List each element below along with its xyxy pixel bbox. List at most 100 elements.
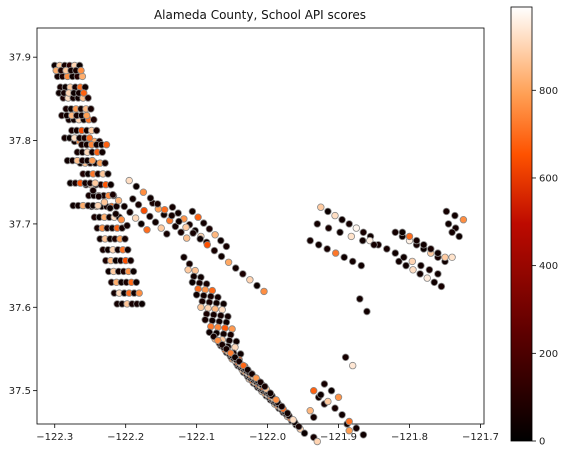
data-point (300, 429, 309, 437)
data-point (80, 89, 88, 97)
x-tick-label: −122.0 (249, 432, 286, 443)
data-point (201, 316, 209, 324)
data-point (198, 297, 206, 306)
data-point (225, 336, 233, 345)
data-point (332, 249, 340, 257)
data-point (341, 353, 350, 361)
data-point (124, 246, 132, 254)
data-point (331, 211, 339, 220)
data-point (184, 266, 192, 274)
data-point (92, 126, 101, 135)
data-point (359, 431, 368, 439)
data-point (405, 232, 414, 241)
data-point (107, 180, 115, 189)
data-point (126, 208, 134, 216)
data-point (317, 203, 325, 211)
data-point (163, 230, 171, 238)
data-point (101, 159, 109, 167)
data-point (283, 409, 292, 417)
data-point (340, 253, 348, 261)
data-point (338, 411, 346, 419)
data-point (363, 307, 371, 316)
data-point (425, 266, 434, 274)
data-point (217, 236, 225, 245)
colorbar-tick-label: 600 (539, 173, 558, 184)
data-point (102, 140, 111, 149)
data-point (126, 256, 135, 265)
data-point (190, 272, 198, 281)
data-point (88, 156, 96, 165)
data-point (345, 417, 353, 426)
data-point (317, 391, 325, 399)
data-point (78, 72, 87, 81)
data-point (151, 218, 160, 226)
data-point (135, 289, 143, 297)
data-point (203, 241, 211, 249)
scatter-points (51, 61, 468, 446)
data-point (395, 257, 403, 266)
data-point (331, 404, 339, 412)
data-point (202, 280, 211, 288)
data-point (310, 387, 318, 395)
data-point (266, 389, 275, 397)
data-point (239, 270, 247, 278)
data-point (129, 195, 137, 203)
data-point (180, 253, 188, 261)
data-point (188, 278, 197, 286)
data-point (400, 253, 408, 261)
data-point (334, 393, 343, 401)
data-point (391, 228, 399, 236)
data-point (324, 224, 333, 232)
y-axis: 37.5 37.6 37.7 37.8 37.9 (9, 53, 37, 397)
data-point (231, 264, 240, 272)
y-tick-label: 37.5 (9, 386, 31, 397)
data-point (132, 182, 140, 191)
data-point (112, 210, 120, 218)
x-tick-label: −121.9 (320, 432, 357, 443)
data-point (185, 260, 194, 268)
data-point (98, 148, 106, 156)
data-point (120, 202, 128, 211)
colorbar-tick-label: 200 (539, 349, 558, 360)
data-point (409, 266, 417, 274)
data-point (408, 257, 416, 266)
data-point (310, 413, 318, 421)
data-point (336, 228, 344, 236)
data-point (85, 134, 94, 142)
data-point (139, 188, 148, 196)
data-point (106, 204, 114, 212)
data-point (357, 261, 365, 270)
data-point (417, 261, 425, 270)
data-point (370, 241, 378, 249)
data-point (207, 292, 215, 301)
data-point (359, 236, 367, 245)
data-point (192, 291, 201, 299)
data-point (146, 194, 155, 202)
data-point (210, 246, 219, 255)
colorbar-tick-label: 0 (539, 437, 545, 448)
data-point (347, 232, 355, 241)
data-point (188, 207, 197, 216)
data-point (109, 190, 117, 199)
data-point (125, 176, 133, 185)
data-point (356, 295, 364, 303)
data-point (444, 220, 453, 228)
data-point (82, 111, 91, 120)
data-point (94, 192, 103, 201)
data-point (224, 258, 233, 266)
data-point (246, 276, 254, 284)
data-point (160, 205, 169, 214)
data-point (338, 215, 346, 224)
data-point (455, 232, 463, 241)
data-point (412, 236, 421, 245)
data-point (313, 437, 321, 446)
data-point (168, 203, 177, 211)
data-point (217, 252, 226, 261)
data-point (204, 304, 212, 312)
data-point (434, 270, 442, 278)
data-point (320, 380, 329, 388)
data-point (448, 253, 456, 261)
y-tick-label: 37.7 (9, 219, 31, 230)
data-point (121, 235, 129, 243)
